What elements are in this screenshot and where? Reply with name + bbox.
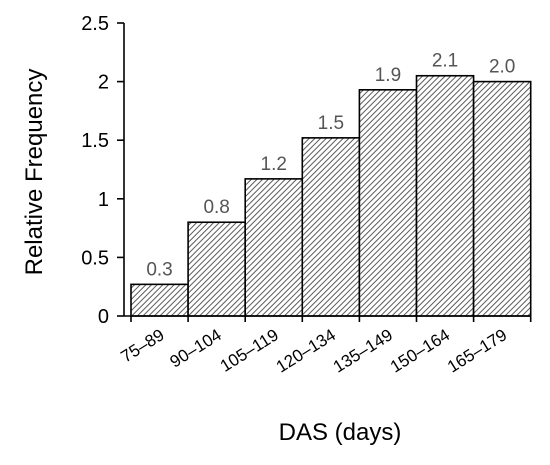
data-label-165–179: 2.0 bbox=[489, 57, 515, 78]
x-tick-label-105–119: 105–119 bbox=[217, 325, 282, 376]
x-axis-title: DAS (days) bbox=[279, 419, 402, 446]
bar-165–179 bbox=[472, 80, 532, 317]
data-label-120–134: 1.5 bbox=[318, 113, 344, 134]
data-label-90–104: 0.8 bbox=[203, 197, 229, 218]
x-tick-label-120–134: 120–134 bbox=[273, 325, 339, 376]
data-label-135–149: 1.9 bbox=[375, 65, 401, 86]
bar-105–119 bbox=[244, 178, 304, 317]
y-tick-label-2.5: 2.5 bbox=[81, 13, 109, 35]
x-tick-label-90–104: 90–104 bbox=[167, 325, 225, 371]
bar-120–134 bbox=[301, 137, 361, 317]
y-tick-label-0.5: 0.5 bbox=[81, 247, 109, 269]
data-label-105–119: 1.2 bbox=[261, 154, 287, 175]
y-tick-label-2: 2 bbox=[98, 72, 109, 94]
y-tick-label-1.5: 1.5 bbox=[81, 130, 109, 152]
bars-layer bbox=[130, 74, 532, 317]
x-tick-label-165–179: 165–179 bbox=[444, 325, 510, 376]
bar-135–149 bbox=[358, 89, 418, 317]
x-tick-label-135–149: 135–149 bbox=[330, 325, 396, 376]
y-tick-label-1: 1 bbox=[98, 189, 109, 211]
data-labels-layer: 0.3 0.8 1.2 1.5 1.9 2.1 2.0 bbox=[146, 51, 515, 281]
bar-75–89 bbox=[130, 283, 189, 317]
x-tick-label-150–164: 150–164 bbox=[387, 325, 453, 376]
bar-90–104 bbox=[187, 221, 247, 317]
y-axis-title: Relative Frequency bbox=[21, 69, 48, 276]
bar-150–164 bbox=[415, 74, 475, 317]
x-tick-label-75–89: 75–89 bbox=[118, 325, 168, 366]
data-label-150–164: 2.1 bbox=[432, 51, 458, 72]
y-tick-label-0: 0 bbox=[98, 306, 109, 328]
data-label-75–89: 0.3 bbox=[146, 259, 172, 280]
